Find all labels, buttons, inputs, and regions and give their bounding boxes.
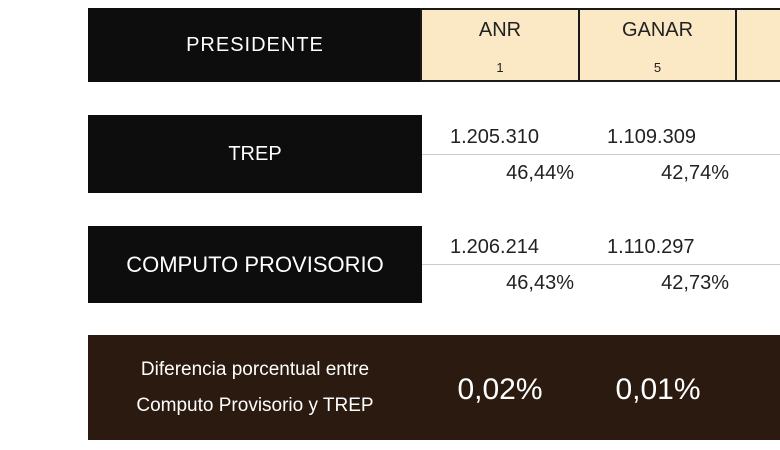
difference-label: Computo Provisorio y TREP bbox=[136, 395, 374, 416]
party-cell: GANAR 5 bbox=[578, 8, 737, 82]
header-label: PRESIDENTE bbox=[88, 8, 422, 82]
party-number: 5 bbox=[653, 60, 662, 75]
row-divider bbox=[422, 154, 780, 155]
votes: 1.109.309 bbox=[607, 126, 696, 148]
percent: 46,44% bbox=[506, 162, 574, 184]
percent: 42,73% bbox=[661, 272, 729, 294]
difference-row: Diferencia porcentual entre Computo Prov… bbox=[88, 335, 780, 440]
votes: 1.206.214 bbox=[450, 236, 539, 258]
row-label: COMPUTO PROVISORIO bbox=[88, 226, 422, 303]
percent: 42,74% bbox=[661, 162, 729, 184]
party-cell: ANR 1 bbox=[420, 8, 580, 82]
row-label: TREP bbox=[88, 115, 422, 193]
votes: 1.205.310 bbox=[450, 126, 539, 148]
difference-label: Diferencia porcentual entre bbox=[140, 359, 370, 380]
party-name: GANAR bbox=[621, 19, 694, 41]
row-divider bbox=[422, 264, 780, 265]
percent: 46,43% bbox=[506, 272, 574, 294]
party-number: 1 bbox=[496, 60, 504, 75]
difference-value: 0,02% bbox=[457, 373, 543, 406]
party-name: ANR bbox=[478, 19, 522, 41]
difference-value: 0,01% bbox=[615, 373, 701, 406]
votes: 1.110.297 bbox=[607, 236, 695, 258]
party-cell bbox=[735, 8, 780, 82]
